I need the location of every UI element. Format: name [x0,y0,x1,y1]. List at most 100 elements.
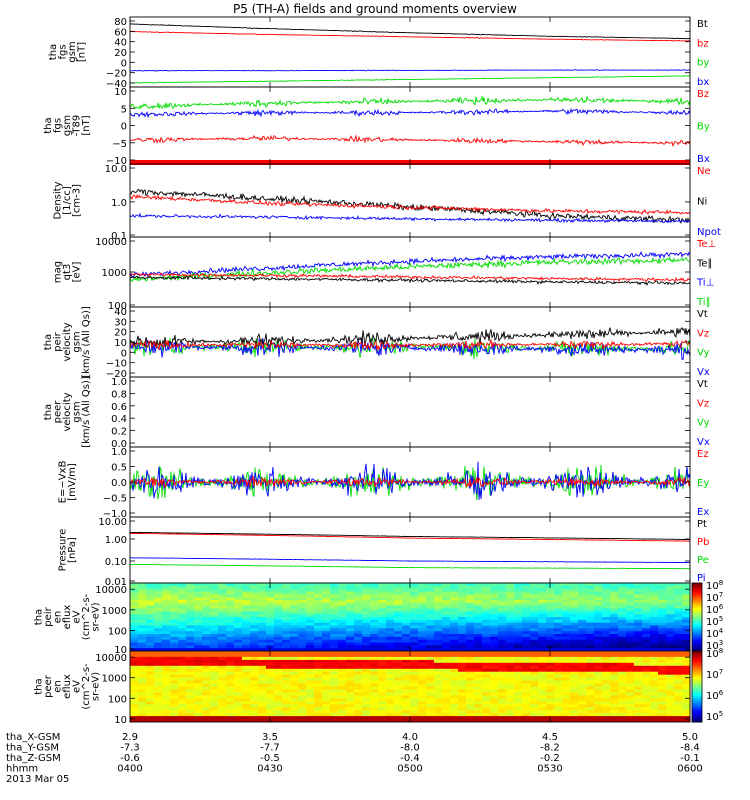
series-line-Pb [130,532,690,542]
legend-entry: Ne [697,166,711,177]
series-line-Ey [130,464,690,501]
y-tick-label: 0.0 [111,439,127,450]
x-axis-row-label: tha_X-GSM [6,732,60,743]
y-tick-label: 10 [114,87,127,98]
svg-text:sr-eV): sr-eV) [91,672,102,701]
panel-8: Pt Pb Pe Pi 10.00 1.00 0.10 0.01 Pressure[nPa] [57,516,709,588]
x-tick-label: 0400 [117,764,142,775]
series-line-Pi [130,557,690,564]
panel-9: 10810710610510410310000100010010thapeire… [34,579,724,656]
y-tick-label: −1.0 [103,509,127,520]
x-tick-label: -7.3 [120,743,140,754]
svg-text:eflux: eflux [62,605,73,630]
x-tick-label: 4.5 [542,732,558,743]
y-tick-label: 100 [108,694,127,705]
svg-text:[nT]: [nT] [81,115,92,135]
panels-group: Btbzbybx806040200−20−40thafgsgsm[nT]BzBy… [34,16,724,726]
y-tick-label: 80 [114,17,127,28]
x-tick-label: 4.0 [402,732,418,743]
y-tick-label: 0.6 [111,402,127,413]
legend-entry: Ti⊥ [696,278,714,289]
svg-text:[mV/m]: [mV/m] [67,463,78,501]
spectrogram [130,651,690,722]
panel-10: 108 107 106 105 10000 1000 100 10 thapeereneflux… [34,647,724,726]
y-tick-label: 1.00 [105,535,127,546]
svg-text:tha: tha [48,44,59,60]
panel-7: Ez Ey Ex 1.0 0.5 0.0 −0.5 −1.0 E=−VxB[mV/m] [57,446,709,520]
svg-text:[nPa]: [nPa] [67,537,78,563]
series-line-Bt [130,23,690,40]
y-tick-label: 100 [108,301,127,312]
series-line-Ti⊥ [130,251,690,278]
x-tick-label: -0.2 [540,753,560,764]
y-axis-label: E=−VxB[mV/m] [57,461,78,504]
svg-text:-T89: -T89 [72,115,83,137]
panel-frame [129,236,691,308]
x-tick-label: 0430 [257,764,282,775]
svg-text:mag: mag [53,261,64,283]
y-axis: 10000 1000 100 10 [95,585,690,656]
series-line-Te∥ [130,275,690,287]
legend-entry: Pb [697,537,709,548]
x-tick-label: -8.0 [400,743,420,754]
y-tick-label: 0 [121,58,127,69]
y-tick-label: 1.0 [111,377,127,388]
y-tick-label: 60 [114,27,127,38]
svg-text:[km/s (All Qs)]: [km/s (All Qs)] [81,306,92,378]
legend-entry: Ey [697,478,709,489]
series-line-Te⊥ [130,272,690,283]
y-tick-label: 10000 [95,653,127,664]
x-axis-row-label: tha_Y-GSM [6,743,59,754]
y-tick-label: 0.5 [111,463,127,474]
y-axis: 10.00 1.00 0.10 0.01 [98,517,690,588]
svg-text:velocity: velocity [62,392,73,431]
y-axis: 1.0 0.5 0.0 −0.5 −1.0 [103,447,690,520]
x-tick-label: 0500 [397,764,422,775]
x-tick-label: -7.7 [260,743,280,754]
y-tick-label: −10 [106,359,127,370]
y-axis: 10000 1000 100 [95,237,690,312]
spectrogram [130,583,690,651]
y-tick-label: 10 [114,338,127,349]
y-tick-label: 40 [114,38,127,49]
colorbar-tick-label: 107 [706,591,723,604]
svg-text:E=−VxB: E=−VxB [57,461,68,504]
y-tick-label: 1.0 [111,198,127,209]
y-tick-label: 40 [114,307,127,318]
series-line-bx [130,69,690,72]
legend-entry: Pi [697,573,706,584]
x-tick-label: -0.5 [260,753,280,764]
legend-entry: Vy [697,348,710,359]
colorbar-tick-label: 108 [706,579,723,592]
legend-entry: bx [697,77,709,88]
series-line-Bz [130,134,690,148]
colorbar-tick-label: 103 [706,639,723,652]
panel-frame [129,86,691,165]
colorbar-tick-label: 105 [706,615,723,628]
y-tick-label: 10 [114,715,127,726]
y-tick-label: 1000 [102,606,127,617]
series-line-by [130,74,690,84]
legend-entry: Npot [697,227,721,238]
y-tick-label: 20 [114,328,127,339]
y-tick-label: −20 [106,69,127,80]
svg-text:[km/s (All Qs)]: [km/s (All Qs)] [81,376,92,448]
y-tick-label: 0.01 [105,577,127,588]
legend-entry: Vx [697,367,710,378]
svg-text:fgs: fgs [57,44,68,59]
y-axis: 10000 1000 100 10 [95,653,690,726]
series-line-Ez [130,475,690,489]
y-tick-label: −5 [112,139,127,150]
series-line-Bx [130,108,690,119]
legend-entry: Vt [697,379,708,390]
y-tick-label: 10 [114,645,127,656]
svg-text:peir: peir [43,606,54,626]
legend: Bt bz by bx [697,19,709,88]
legend-entry: Ez [697,449,709,460]
